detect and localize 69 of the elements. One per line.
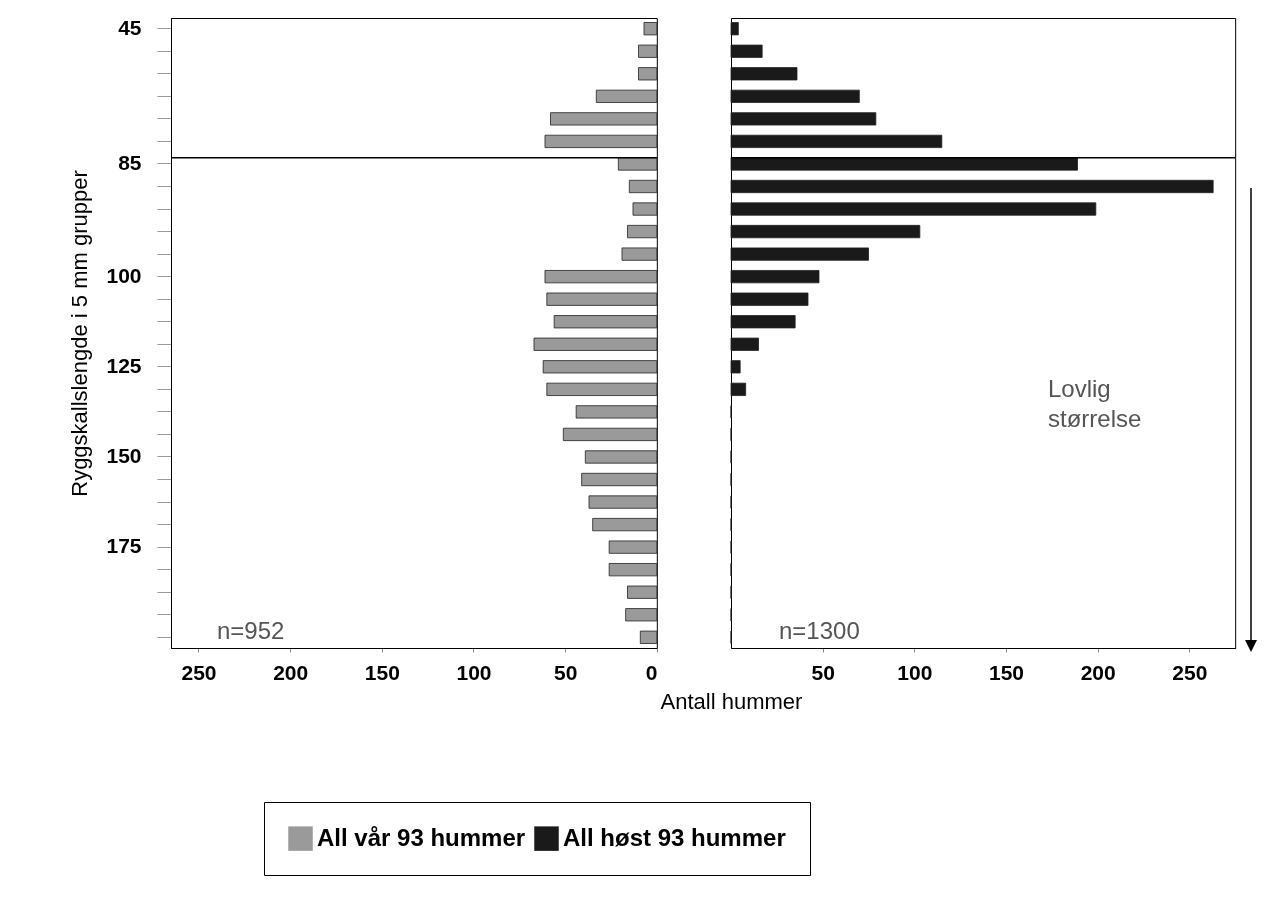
x-tick-label: 250 [1172,660,1208,684]
bar [638,44,658,58]
bar [730,224,921,239]
y-tick-label: 150 [106,443,142,467]
bar [632,202,658,216]
bar [730,247,869,261]
bar [639,630,658,644]
y-tick-label: 175 [106,534,142,558]
bar [730,315,796,329]
bar [617,157,658,171]
bar [584,450,658,464]
bar [581,472,658,487]
x-tick-label: 150 [988,660,1025,684]
bar [608,563,658,577]
x-tick-label: 100 [456,660,492,684]
x-tick-label: 150 [364,660,400,684]
bar [730,337,759,351]
x-axis-title: Antall hummer [660,688,803,714]
x-tick-label: 50 [553,660,578,684]
bar [730,292,809,306]
y-tick-label: 45 [118,15,142,39]
bar [730,134,943,149]
y-tick-label: 85 [118,150,142,174]
bar [730,22,739,36]
bar [730,360,741,374]
x-tick-label: 0 [645,660,658,684]
bar [627,585,658,599]
bar [627,224,658,239]
bar [730,382,747,396]
bar [730,157,1078,171]
x-tick-label: 200 [1080,660,1116,684]
bar [588,495,658,509]
annotation: n=952 [217,617,285,644]
bar [595,89,658,103]
bar [544,134,658,149]
y-tick-label: 125 [106,353,142,377]
legend-label: All høst 93 hummer [563,823,786,851]
y-axis-title: Ryggskallslengde i 5 mm grupper [67,170,93,497]
bar [730,202,1097,216]
bar [544,270,658,284]
bar [550,112,658,126]
bar [533,337,658,351]
x-tick-label: 200 [273,660,309,684]
bar [621,247,658,261]
bar [730,67,798,81]
bar [562,427,658,442]
bar [643,22,658,36]
bar [628,179,658,194]
bar [730,270,820,284]
bar [553,315,658,329]
bar [546,292,658,306]
x-tick-label: 250 [181,660,217,684]
legend-label: All vår 93 hummer [317,823,526,851]
bar [730,112,877,126]
x-tick-label: 100 [897,660,933,684]
bar [575,405,658,419]
bar [625,608,658,622]
bar [638,67,658,81]
bar [608,540,658,554]
annotation: n=1300 [779,617,860,644]
x-tick-label: 50 [811,660,835,684]
y-tick-label: 100 [106,263,142,287]
bar [546,382,658,396]
bar [542,360,658,374]
bar [592,517,658,532]
bar [730,44,763,58]
bar [730,89,860,103]
annotation: Lovlig størrelse [1048,375,1142,432]
bar [730,179,1214,194]
